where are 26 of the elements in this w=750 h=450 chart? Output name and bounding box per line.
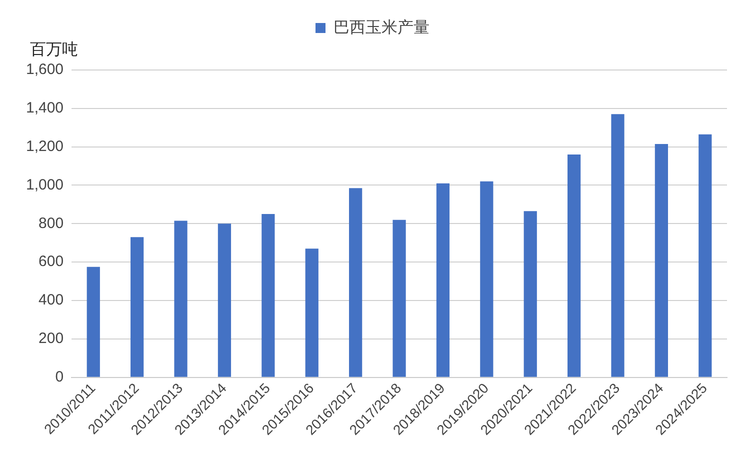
legend-label: 巴西玉米产量 xyxy=(334,18,430,36)
y-axis-title: 百万吨 xyxy=(30,40,78,58)
y-tick-label: 0 xyxy=(55,368,64,386)
bar xyxy=(86,266,100,377)
y-tick-label: 1,000 xyxy=(26,176,64,194)
bar xyxy=(174,220,188,377)
bar xyxy=(480,181,494,377)
bar xyxy=(392,220,406,377)
bar xyxy=(524,211,537,377)
bar xyxy=(349,188,362,377)
bar xyxy=(436,183,450,377)
bar xyxy=(568,154,581,377)
y-tick-label: 600 xyxy=(38,253,64,270)
y-tick-label: 1,400 xyxy=(26,100,64,117)
bar xyxy=(262,214,275,377)
y-tick-label: 1,200 xyxy=(26,138,64,155)
bar xyxy=(611,114,624,377)
y-tick-label: 1,600 xyxy=(26,61,64,78)
bar xyxy=(698,134,712,377)
y-tick-label: 400 xyxy=(38,292,64,309)
bar xyxy=(305,248,318,377)
y-tick-label: 800 xyxy=(38,214,64,232)
bar xyxy=(218,224,232,377)
y-tick-label: 200 xyxy=(38,330,64,348)
bar xyxy=(130,237,144,377)
bar xyxy=(654,144,668,377)
